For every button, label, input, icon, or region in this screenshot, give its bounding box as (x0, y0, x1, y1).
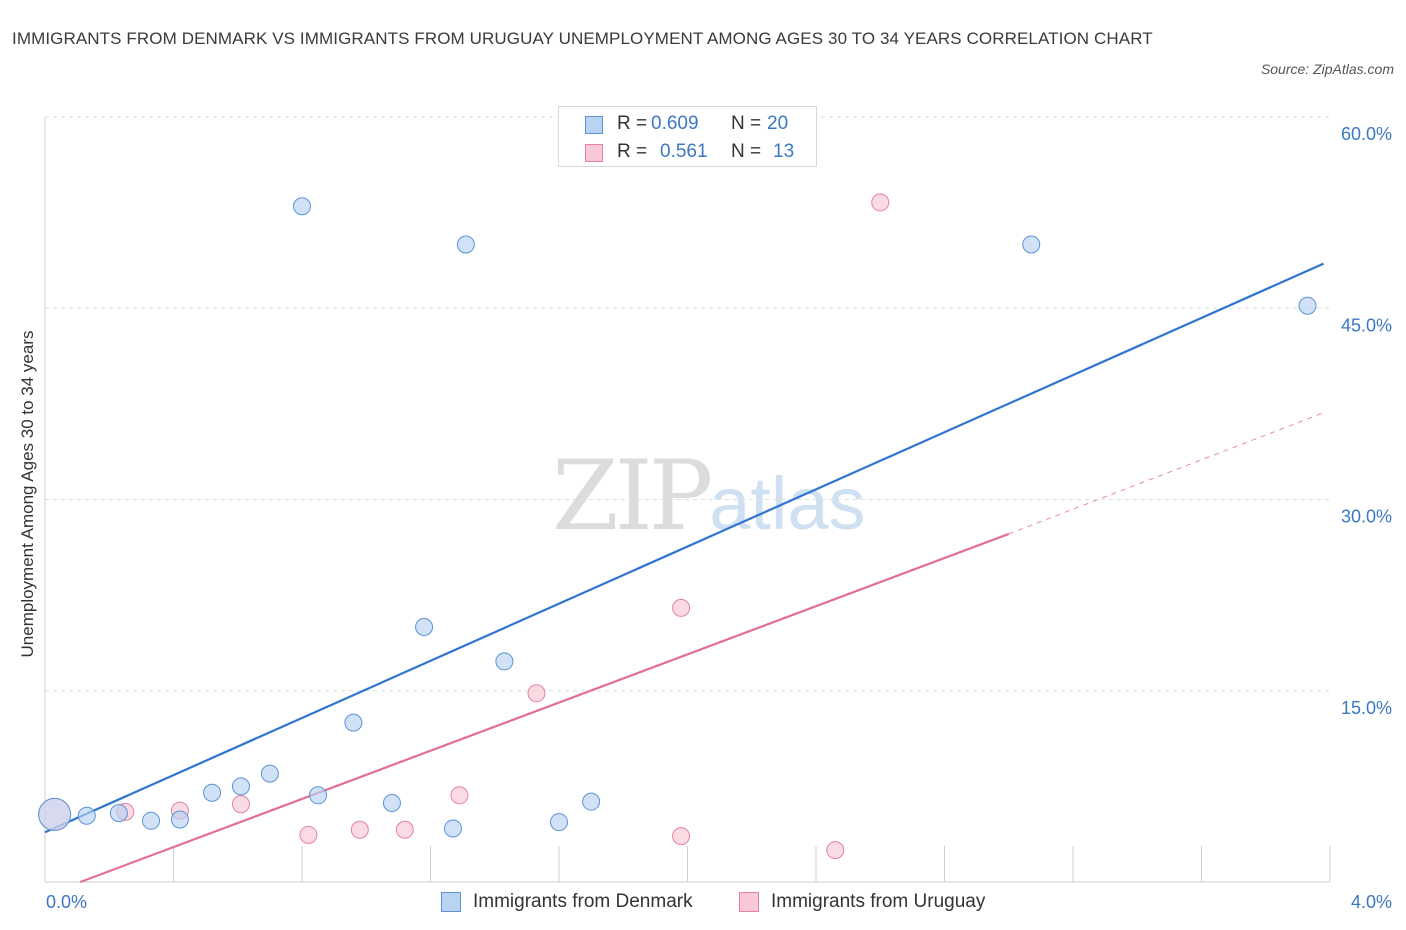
trend-line-denmark (44, 262, 1325, 834)
y-axis-title: Unemployment Among Ages 30 to 34 years (18, 330, 37, 658)
legend-label-uruguay: Immigrants from Uruguay (771, 891, 986, 912)
zipatlas-watermark: ZIPatlas (552, 440, 866, 552)
y-tick-label: 15.0% (1341, 698, 1392, 718)
point-uruguay (672, 827, 691, 846)
point-denmark (293, 197, 311, 216)
point-denmark (456, 235, 475, 254)
chart-title: IMMIGRANTS FROM DENMARK VS IMMIGRANTS FR… (12, 29, 1153, 48)
y-tick-label: 60.0% (1341, 124, 1392, 144)
y-tick-label: 45.0% (1341, 315, 1392, 335)
trend-line-uruguay-extension (1008, 412, 1324, 535)
point-denmark (550, 813, 568, 832)
point-uruguay (672, 598, 691, 617)
source-credit: Source: ZipAtlas.com (1260, 61, 1394, 77)
trend-lines (44, 262, 1325, 884)
legend-label-denmark: Immigrants from Denmark (473, 891, 693, 912)
point-uruguay (527, 684, 546, 703)
point-denmark (582, 792, 601, 811)
axes (44, 117, 1331, 883)
r-value-uruguay: 0.561 (660, 141, 708, 162)
point-denmark (344, 713, 363, 732)
point-denmark (77, 806, 96, 825)
n-label: N = (731, 113, 762, 134)
point-uruguay (871, 193, 890, 212)
point-uruguay (231, 795, 250, 814)
denmark-swatch-icon (441, 892, 461, 912)
point-denmark (109, 804, 128, 823)
uruguay-swatch-icon (585, 144, 603, 162)
point-denmark (142, 811, 161, 830)
point-denmark (260, 764, 279, 783)
point-denmark (1298, 296, 1317, 315)
point-uruguay (450, 786, 469, 805)
watermark-zip: ZIP (552, 440, 713, 552)
point-denmark (443, 819, 462, 838)
series-legend: Immigrants from Denmark Immigrants from … (0, 889, 1406, 917)
n-value-denmark: 20 (767, 113, 789, 134)
point-denmark (38, 797, 72, 831)
denmark-swatch-icon (585, 116, 603, 134)
point-uruguay (826, 841, 845, 860)
n-value-uruguay: 13 (773, 141, 795, 162)
y-tick-label: 30.0% (1341, 507, 1392, 527)
x-tick-label-max: 4.0% (1351, 892, 1392, 912)
r-value-denmark: 0.609 (651, 113, 699, 134)
watermark-atlas: atlas (709, 462, 866, 545)
r-label: R = (617, 113, 648, 134)
x-tick-label-min: 0.0% (46, 892, 87, 912)
correlation-legend: R = 0.609 N = 20 R = 0.561 N = 13 (558, 106, 817, 167)
point-denmark (203, 783, 222, 802)
point-denmark (382, 793, 401, 812)
point-denmark (231, 777, 250, 796)
point-uruguay (350, 820, 369, 839)
point-uruguay (395, 820, 414, 839)
point-uruguay (299, 825, 318, 844)
point-denmark (415, 618, 434, 636)
tick-labels: 15.0% 30.0% 45.0% 60.0% 0.0% 4.0% (46, 124, 1392, 912)
point-denmark (495, 652, 514, 671)
uruguay-swatch-icon (739, 892, 759, 912)
point-denmark (1022, 235, 1041, 254)
data-points (38, 193, 1317, 860)
point-denmark (170, 810, 189, 829)
point-denmark (309, 786, 328, 805)
r-label: R = (617, 141, 648, 162)
trend-line-uruguay (79, 532, 1010, 884)
n-label: N = (731, 141, 762, 162)
